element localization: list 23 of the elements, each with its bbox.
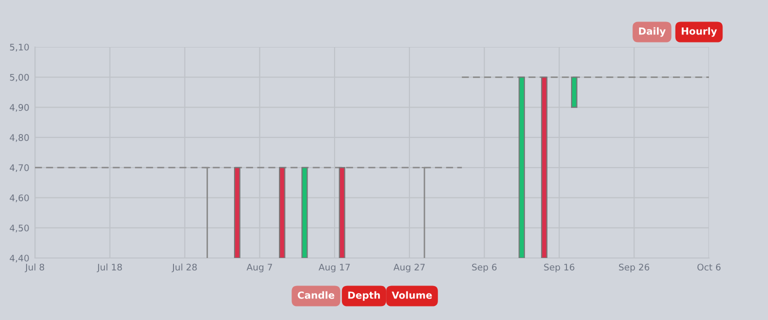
y-tick-label: 5,00 xyxy=(10,74,29,82)
text: Candle xyxy=(298,291,334,299)
x-tick-label: Aug 17 xyxy=(318,264,350,272)
y-tick-label: 5,10 xyxy=(10,44,29,52)
x-tick-label: Oct 6 xyxy=(697,264,721,271)
x-tick-label: Sep 6 xyxy=(472,264,497,272)
y-tick-label: 4,60 xyxy=(10,194,29,202)
y-tick-label: 4,90 xyxy=(10,104,29,112)
text: Volume xyxy=(392,291,432,299)
text: Daily xyxy=(639,27,666,37)
y-tick-label: 4,50 xyxy=(10,224,29,232)
text: Hourly xyxy=(682,27,717,37)
x-tick-label: Jul 18 xyxy=(96,264,122,272)
x-tick-label: Jul 8 xyxy=(24,264,44,272)
y-tick-label: 4,40 xyxy=(10,254,29,262)
x-tick-label: Jul 28 xyxy=(172,264,197,272)
x-tick-label: Aug 27 xyxy=(394,264,425,272)
x-tick-label: Sep 26 xyxy=(619,264,650,272)
y-tick-label: 4,70 xyxy=(10,164,29,172)
text: Depth xyxy=(348,291,380,301)
y-tick-label: 4,80 xyxy=(10,134,29,142)
x-tick-label: Sep 16 xyxy=(544,264,574,272)
x-tick-label: Aug 7 xyxy=(246,264,272,272)
